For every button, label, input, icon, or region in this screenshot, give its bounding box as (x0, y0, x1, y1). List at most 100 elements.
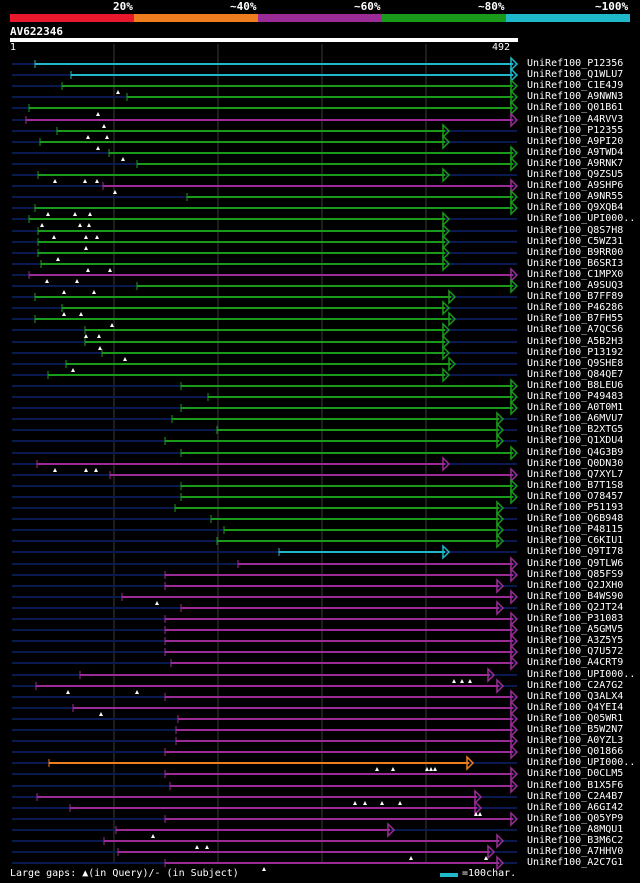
hit-label[interactable]: UniRef100_D0CLM5 (527, 768, 624, 779)
query-gap-marker (460, 679, 464, 683)
hit-label[interactable]: UniRef100_P46286 (527, 302, 624, 313)
hit-label[interactable]: UniRef100_B7FF89 (527, 291, 624, 302)
hit-label[interactable]: UniRef100_A3Z5Y5 (527, 635, 624, 646)
hit-label[interactable]: UniRef100_C1MPX0 (527, 269, 624, 280)
hit-label[interactable]: UniRef100_Q84QE7 (527, 369, 624, 380)
query-gap-marker (135, 690, 139, 694)
hit-label[interactable]: UniRef100_Q01866 (527, 746, 624, 757)
hit-label[interactable]: UniRef100_UPI000.. (527, 757, 636, 768)
query-gap-marker (56, 257, 60, 261)
hit-label[interactable]: UniRef100_B3M6C2 (527, 835, 624, 846)
hit-label[interactable]: UniRef100_A0T0M1 (527, 402, 624, 413)
query-gap-marker (155, 601, 159, 605)
hit-label[interactable]: UniRef100_A7QCS6 (527, 324, 624, 335)
hit-label[interactable]: UniRef100_B7T1S8 (527, 480, 624, 491)
hit-end-arrow (496, 833, 505, 849)
hit-label[interactable]: UniRef100_B4WS90 (527, 591, 624, 602)
hit-label[interactable]: UniRef100_UPI000.. (527, 213, 636, 224)
query-gap-marker (425, 767, 429, 771)
hit-label[interactable]: UniRef100_Q2JT24 (527, 602, 624, 613)
hit-label[interactable]: UniRef100_A4CRT9 (527, 657, 624, 668)
hit-label[interactable]: UniRef100_A5B2H3 (527, 336, 624, 347)
hit-label[interactable]: UniRef100_Q4G3B9 (527, 447, 624, 458)
hit-label[interactable]: UniRef100_Q9TI78 (527, 546, 624, 557)
hit-label[interactable]: UniRef100_Q7XYL7 (527, 469, 624, 480)
query-gap-marker (105, 135, 109, 139)
hit-end-arrow (510, 778, 519, 794)
hit-end-arrow (442, 456, 451, 472)
hit-label[interactable]: UniRef100_Q7U572 (527, 646, 624, 657)
hit-label[interactable]: UniRef100_P48115 (527, 524, 624, 535)
hit-label[interactable]: UniRef100_O78457 (527, 491, 624, 502)
hit-label[interactable]: UniRef100_Q4YEI4 (527, 702, 624, 713)
hit-label[interactable]: UniRef100_B7FH55 (527, 313, 624, 324)
hit-label[interactable]: UniRef100_Q9SHE8 (527, 358, 624, 369)
query-gap-marker (87, 223, 91, 227)
hit-label[interactable]: UniRef100_P51193 (527, 502, 624, 513)
hit-label[interactable]: UniRef100_Q1WLU7 (527, 69, 624, 80)
hit-label[interactable]: UniRef100_Q0DN30 (527, 458, 624, 469)
hit-label[interactable]: UniRef100_P13192 (527, 347, 624, 358)
hit-label[interactable]: UniRef100_A0YZL3 (527, 735, 624, 746)
hit-label[interactable]: UniRef100_B1X5F6 (527, 780, 624, 791)
hit-label[interactable]: UniRef100_B5W2N7 (527, 724, 624, 735)
hit-label[interactable]: UniRef100_A9SUQ3 (527, 280, 624, 291)
hit-label[interactable]: UniRef100_Q9ZSU5 (527, 169, 624, 180)
hit-end-arrow (510, 489, 519, 505)
hit-end-arrow (442, 223, 451, 239)
hit-label[interactable]: UniRef100_A9NR55 (527, 191, 624, 202)
hit-label[interactable]: UniRef100_Q85FS9 (527, 569, 624, 580)
hit-label[interactable]: UniRef100_B6SRI3 (527, 258, 624, 269)
hit-label[interactable]: UniRef100_Q01B61 (527, 102, 624, 113)
hit-label[interactable]: UniRef100_A9RNK7 (527, 158, 624, 169)
hit-label[interactable]: UniRef100_B9RR00 (527, 247, 624, 258)
query-gap-marker (66, 690, 70, 694)
hit-end-arrow (510, 744, 519, 760)
hit-label[interactable]: UniRef100_P12356 (527, 58, 624, 69)
hit-label[interactable]: UniRef100_C6KIU1 (527, 535, 624, 546)
hit-label[interactable]: UniRef100_A9SHP6 (527, 180, 624, 191)
hit-end-arrow (510, 711, 519, 727)
hit-label[interactable]: UniRef100_A2C7G1 (527, 857, 624, 868)
hit-end-arrow (510, 200, 519, 216)
query-gap-marker (88, 212, 92, 216)
hit-label[interactable]: UniRef100_P31083 (527, 613, 624, 624)
hit-label[interactable]: UniRef100_Q9TLW6 (527, 558, 624, 569)
hit-label[interactable]: UniRef100_B8LEU6 (527, 380, 624, 391)
hit-label[interactable]: UniRef100_C2A4B7 (527, 791, 624, 802)
hit-end-arrow (487, 667, 496, 683)
hit-label[interactable]: UniRef100_A9PI20 (527, 136, 624, 147)
hit-label[interactable]: UniRef100_Q2JXH0 (527, 580, 624, 591)
hit-label[interactable]: UniRef100_Q9XQB4 (527, 202, 624, 213)
hit-label[interactable]: UniRef100_P49483 (527, 391, 624, 402)
hit-label[interactable]: UniRef100_C2A7G2 (527, 680, 624, 691)
hit-label[interactable]: UniRef100_A9TWD4 (527, 147, 624, 158)
footer-legend: Large gaps: ▲(in Query)/- (in Subject) (10, 868, 239, 879)
hit-label[interactable]: UniRef100_Q6B948 (527, 513, 624, 524)
hit-label[interactable]: UniRef100_C5WZ31 (527, 236, 624, 247)
query-gap-marker (195, 845, 199, 849)
hit-label[interactable]: UniRef100_A5GMV5 (527, 624, 624, 635)
hit-end-arrow (442, 345, 451, 361)
hit-label[interactable]: UniRef100_A4RVV3 (527, 114, 624, 125)
hit-end-arrow (496, 533, 505, 549)
hit-label[interactable]: UniRef100_A9NWN3 (527, 91, 624, 102)
hit-label[interactable]: UniRef100_UPI000.. (527, 669, 636, 680)
hit-label[interactable]: UniRef100_B2XTG5 (527, 424, 624, 435)
hit-label[interactable]: UniRef100_A6MVU7 (527, 413, 624, 424)
hit-label[interactable]: UniRef100_Q3ALX4 (527, 691, 624, 702)
hit-label[interactable]: UniRef100_Q1XDU4 (527, 435, 624, 446)
hit-label[interactable]: UniRef100_Q8S7H8 (527, 225, 624, 236)
hit-label[interactable]: UniRef100_P12355 (527, 125, 624, 136)
hit-end-arrow (442, 211, 451, 227)
query-gap-marker (92, 290, 96, 294)
hit-label[interactable]: UniRef100_C1E4J9 (527, 80, 624, 91)
hit-end-arrow (496, 678, 505, 694)
hit-label[interactable]: UniRef100_A7HHV0 (527, 846, 624, 857)
hit-label[interactable]: UniRef100_Q05WR1 (527, 713, 624, 724)
hit-label[interactable]: UniRef100_A8MQU1 (527, 824, 624, 835)
hit-label[interactable]: UniRef100_A6GI42 (527, 802, 624, 813)
hit-label[interactable]: UniRef100_Q05YP9 (527, 813, 624, 824)
query-gap-marker (96, 112, 100, 116)
query-gap-marker (108, 268, 112, 272)
